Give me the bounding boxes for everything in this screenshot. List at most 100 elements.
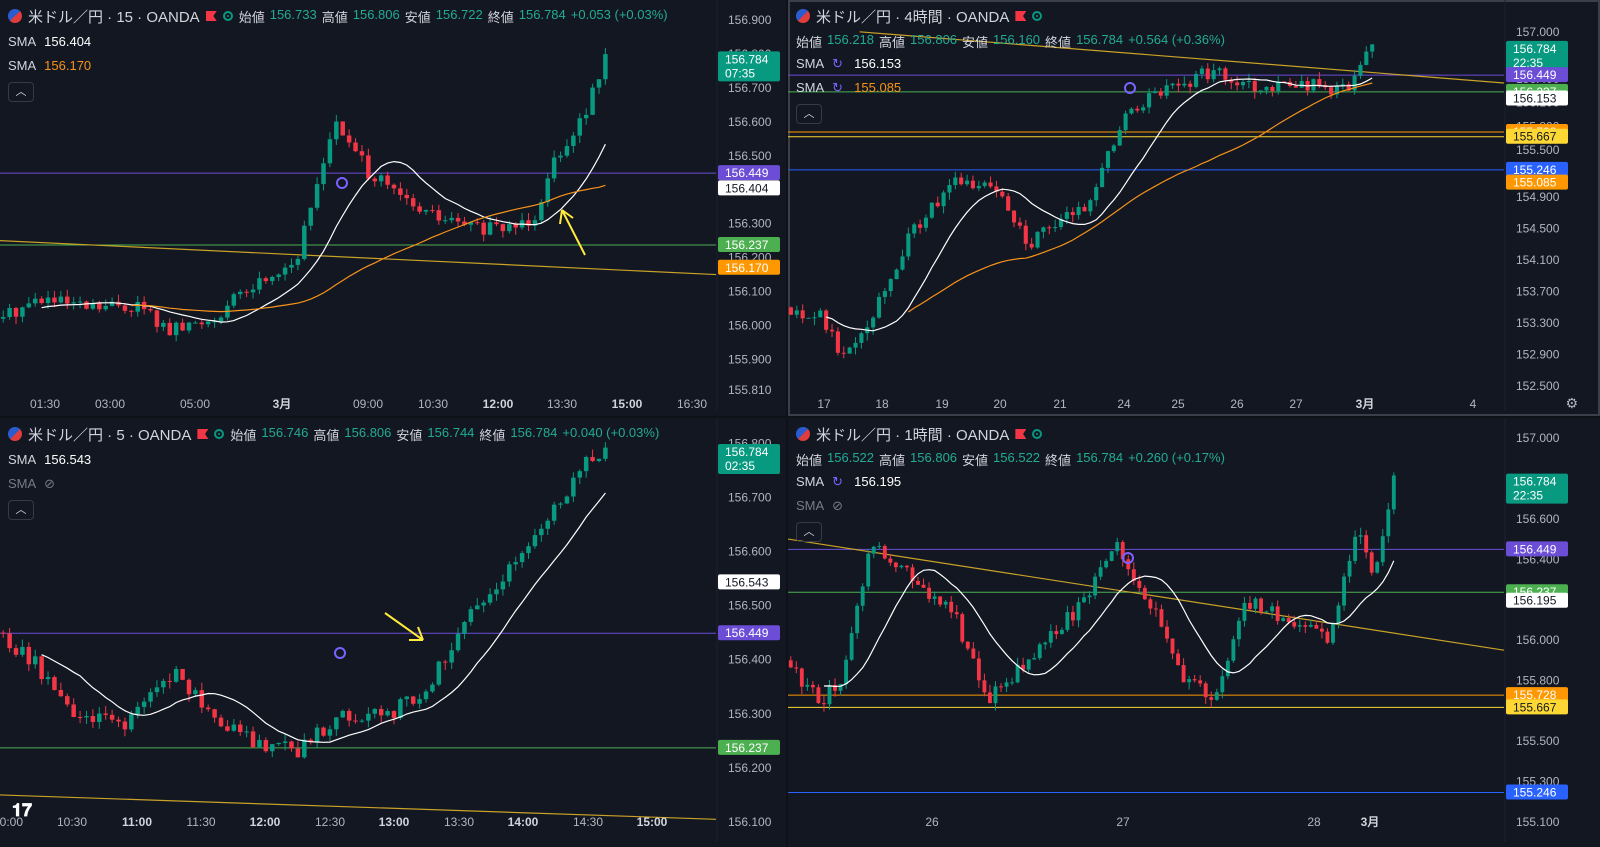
price-tag-label: 156.449 xyxy=(725,626,769,640)
sync-icon[interactable]: ↻ xyxy=(832,55,844,71)
chart-canvas-4h[interactable]: 157.000156.700156.400156.100155.800155.5… xyxy=(788,0,1600,416)
y-tick-label: 155.810 xyxy=(728,383,772,397)
price-tag xyxy=(1506,687,1568,703)
sma-legend-2[interactable]: SMA ⊘ xyxy=(8,476,58,491)
symbol-title[interactable]: 米ドル／円 · 1時間 · OANDA xyxy=(816,426,1010,444)
sma-legend-2[interactable]: SMA ↻ 155.085 xyxy=(796,80,901,95)
candle-body xyxy=(876,296,882,318)
candle-body xyxy=(1217,68,1222,71)
candle-body xyxy=(334,121,339,140)
chart-panel-4h[interactable]: 157.000156.700156.400156.100155.800155.5… xyxy=(788,0,1600,416)
event-marker-icon xyxy=(334,647,346,659)
flag-marker-icon[interactable] xyxy=(205,11,217,21)
candle-body xyxy=(1259,598,1263,612)
sma-legend-1[interactable]: SMA 156.404 xyxy=(8,34,91,49)
open-value: 156.733 xyxy=(269,6,317,22)
change-value: +0.564 (+0.36%) xyxy=(1128,32,1225,47)
x-tick-label: 15:00 xyxy=(637,815,668,829)
sma-legend-2[interactable]: SMA ⊘ xyxy=(796,498,846,513)
price-tag-label: 156.170 xyxy=(725,261,769,275)
candle-body xyxy=(237,291,243,295)
y-tick-label: 152.500 xyxy=(1516,379,1560,393)
settings-gear-icon[interactable]: ⚙ xyxy=(1565,395,1578,411)
candle-body xyxy=(52,297,57,303)
candle-body xyxy=(1303,625,1308,627)
sync-icon[interactable]: ↻ xyxy=(832,79,844,95)
candle-body xyxy=(26,646,32,665)
candle-body xyxy=(103,305,108,310)
candle-body xyxy=(404,194,410,199)
candle-body xyxy=(1203,683,1208,698)
candle-body xyxy=(65,696,70,705)
candle-body xyxy=(1094,187,1099,201)
hidden-eye-icon[interactable]: ⊘ xyxy=(44,475,56,491)
chart-canvas-5m[interactable]: 156.800156.700156.600156.500156.400156.3… xyxy=(0,418,786,847)
candle-body xyxy=(1037,644,1042,659)
candle-body xyxy=(1292,622,1297,627)
candle-body xyxy=(71,302,76,304)
price-tag-label: 156.784 xyxy=(1513,42,1557,56)
candle-body xyxy=(442,661,448,663)
candle-body xyxy=(276,742,281,745)
sma-legend-1[interactable]: SMA ↻ 156.195 xyxy=(796,474,901,489)
candle-body xyxy=(321,163,326,185)
countdown-label: 07:35 xyxy=(725,66,755,80)
candle-body xyxy=(1021,664,1026,670)
chart-canvas-15m[interactable]: 156.900156.800156.700156.600156.500156.4… xyxy=(0,0,786,416)
flag-marker-icon[interactable] xyxy=(1015,11,1027,21)
candle-body xyxy=(1369,552,1374,573)
candle-body xyxy=(244,291,249,293)
candle-body xyxy=(26,303,32,308)
x-tick-label: 25 xyxy=(1171,397,1185,411)
collapse-legend-button[interactable]: ︿ xyxy=(796,522,822,542)
candle-body xyxy=(1352,75,1357,91)
chart-panel-1h[interactable]: 157.000 156.600 156.400 156.000 155.800 155.5… xyxy=(788,418,1600,847)
candle-body xyxy=(180,668,185,680)
sma-legend-2[interactable]: SMA 156.170 xyxy=(8,58,91,73)
chart-panel-5m[interactable]: 156.800 156.700 156.600 156.500 156.400 156.3… xyxy=(0,418,786,847)
candle-body xyxy=(295,258,301,265)
x-tick-label: 14:30 xyxy=(573,815,603,829)
candle-body xyxy=(1053,227,1058,229)
candle-body xyxy=(39,298,44,304)
sma-legend-1[interactable]: SMA ↻ 156.153 xyxy=(796,56,901,71)
sma-legend-1[interactable]: SMA 156.543 xyxy=(8,452,91,467)
candle-body xyxy=(1209,697,1214,700)
chart-canvas-1h[interactable]: 157.000156.600156.400156.000155.800155.5… xyxy=(788,418,1600,847)
candle-body xyxy=(193,690,198,695)
candle-body xyxy=(564,146,570,156)
candle-body xyxy=(532,220,538,226)
collapse-legend-button[interactable]: ︿ xyxy=(8,500,34,520)
sync-icon[interactable]: ↻ xyxy=(832,473,844,489)
low-value: 156.722 xyxy=(435,6,483,22)
symbol-title[interactable]: 米ドル／円 · 4時間 · OANDA xyxy=(816,8,1010,26)
hidden-eye-icon[interactable]: ⊘ xyxy=(832,497,844,513)
candle-body xyxy=(918,224,923,228)
candle-body xyxy=(603,447,608,459)
candle-body xyxy=(282,741,288,743)
candle-body xyxy=(295,748,301,758)
low-label: 安値 xyxy=(404,9,431,25)
flag-marker-icon[interactable] xyxy=(1015,429,1027,439)
candle-body xyxy=(129,714,134,730)
candle-body xyxy=(905,565,909,568)
x-tick-label: 01:30 xyxy=(30,397,60,411)
candle-body xyxy=(97,303,102,310)
candle-body xyxy=(77,301,83,303)
candle-body xyxy=(436,210,442,221)
candle-body xyxy=(1058,218,1064,228)
y-tick-label: 156.500 xyxy=(728,599,772,613)
flag-marker-icon[interactable] xyxy=(197,429,209,439)
chart-panel-15m[interactable]: 156.900156.800156.700156.600156.500156.4… xyxy=(0,0,786,416)
collapse-legend-button[interactable]: ︿ xyxy=(8,82,34,102)
candle-body xyxy=(122,721,128,730)
symbol-title[interactable]: 米ドル／円 · 5 · OANDA xyxy=(28,426,192,444)
open-label: 始値 xyxy=(796,35,823,50)
candle-body xyxy=(1043,642,1048,645)
y-tick-label: 153.700 xyxy=(1516,285,1560,299)
candle-body xyxy=(1087,595,1092,598)
collapse-legend-button[interactable]: ︿ xyxy=(796,104,822,124)
symbol-title[interactable]: 米ドル／円 · 15 · OANDA xyxy=(28,8,200,26)
candle-body xyxy=(481,602,486,606)
x-tick-label: 4 xyxy=(1470,397,1477,411)
